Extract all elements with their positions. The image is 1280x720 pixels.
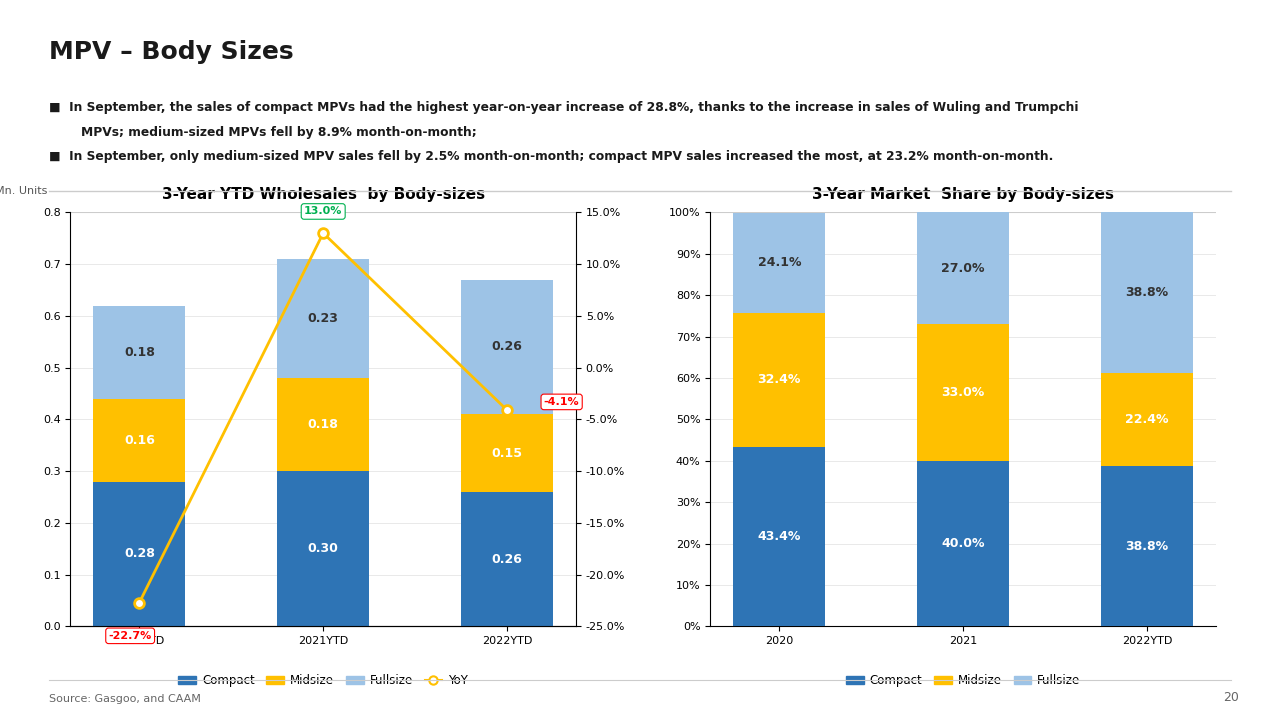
- Text: -22.7%: -22.7%: [109, 631, 152, 641]
- Text: 32.4%: 32.4%: [758, 373, 801, 386]
- Text: Mn. Units: Mn. Units: [0, 186, 47, 196]
- Text: ■  In September, the sales of compact MPVs had the highest year-on-year increase: ■ In September, the sales of compact MPV…: [49, 101, 1078, 114]
- Text: 40.0%: 40.0%: [942, 537, 984, 550]
- Text: 33.0%: 33.0%: [942, 386, 984, 399]
- Text: 24.1%: 24.1%: [758, 256, 801, 269]
- Text: 20: 20: [1224, 691, 1239, 704]
- Text: 0.30: 0.30: [307, 542, 339, 555]
- Text: 0.16: 0.16: [124, 433, 155, 446]
- Bar: [461, 492, 553, 626]
- Bar: [1101, 373, 1193, 466]
- Text: 38.8%: 38.8%: [1125, 287, 1169, 300]
- Bar: [278, 378, 369, 471]
- Text: 0.18: 0.18: [307, 418, 339, 431]
- Text: 0.28: 0.28: [124, 547, 155, 560]
- Text: 13.0%: 13.0%: [305, 207, 342, 217]
- Text: MPV – Body Sizes: MPV – Body Sizes: [49, 40, 293, 63]
- Bar: [278, 259, 369, 378]
- Text: 27.0%: 27.0%: [942, 262, 984, 275]
- Bar: [733, 213, 826, 312]
- Bar: [733, 312, 826, 446]
- Text: ■  In September, only medium-sized MPV sales fell by 2.5% month-on-month; compac: ■ In September, only medium-sized MPV sa…: [49, 150, 1053, 163]
- Bar: [733, 446, 826, 626]
- Text: 0.15: 0.15: [492, 446, 522, 459]
- Bar: [918, 212, 1009, 324]
- Legend: Compact, Midsize, Fullsize, YoY: Compact, Midsize, Fullsize, YoY: [174, 670, 472, 692]
- Text: Source: Gasgoo, and CAAM: Source: Gasgoo, and CAAM: [49, 694, 201, 704]
- Text: 0.23: 0.23: [307, 312, 339, 325]
- Bar: [1101, 212, 1193, 373]
- Text: MPVs; medium-sized MPVs fell by 8.9% month-on-month;: MPVs; medium-sized MPVs fell by 8.9% mon…: [81, 126, 476, 139]
- Bar: [93, 482, 186, 626]
- Text: 43.4%: 43.4%: [758, 530, 801, 543]
- Title: 3-Year Market  Share by Body-sizes: 3-Year Market Share by Body-sizes: [813, 186, 1114, 202]
- Legend: Compact, Midsize, Fullsize: Compact, Midsize, Fullsize: [841, 670, 1085, 692]
- Text: 0.26: 0.26: [492, 553, 522, 566]
- Text: -4.1%: -4.1%: [544, 397, 580, 407]
- Bar: [93, 305, 186, 399]
- Title: 3-Year YTD Wholesales  by Body-sizes: 3-Year YTD Wholesales by Body-sizes: [161, 186, 485, 202]
- Bar: [1101, 466, 1193, 626]
- Bar: [918, 324, 1009, 461]
- Bar: [918, 461, 1009, 626]
- Text: 0.26: 0.26: [492, 341, 522, 354]
- Text: 0.18: 0.18: [124, 346, 155, 359]
- Bar: [461, 414, 553, 492]
- Bar: [278, 471, 369, 626]
- Bar: [93, 399, 186, 482]
- Text: 22.4%: 22.4%: [1125, 413, 1169, 426]
- Bar: [461, 279, 553, 414]
- Text: 38.8%: 38.8%: [1125, 539, 1169, 552]
